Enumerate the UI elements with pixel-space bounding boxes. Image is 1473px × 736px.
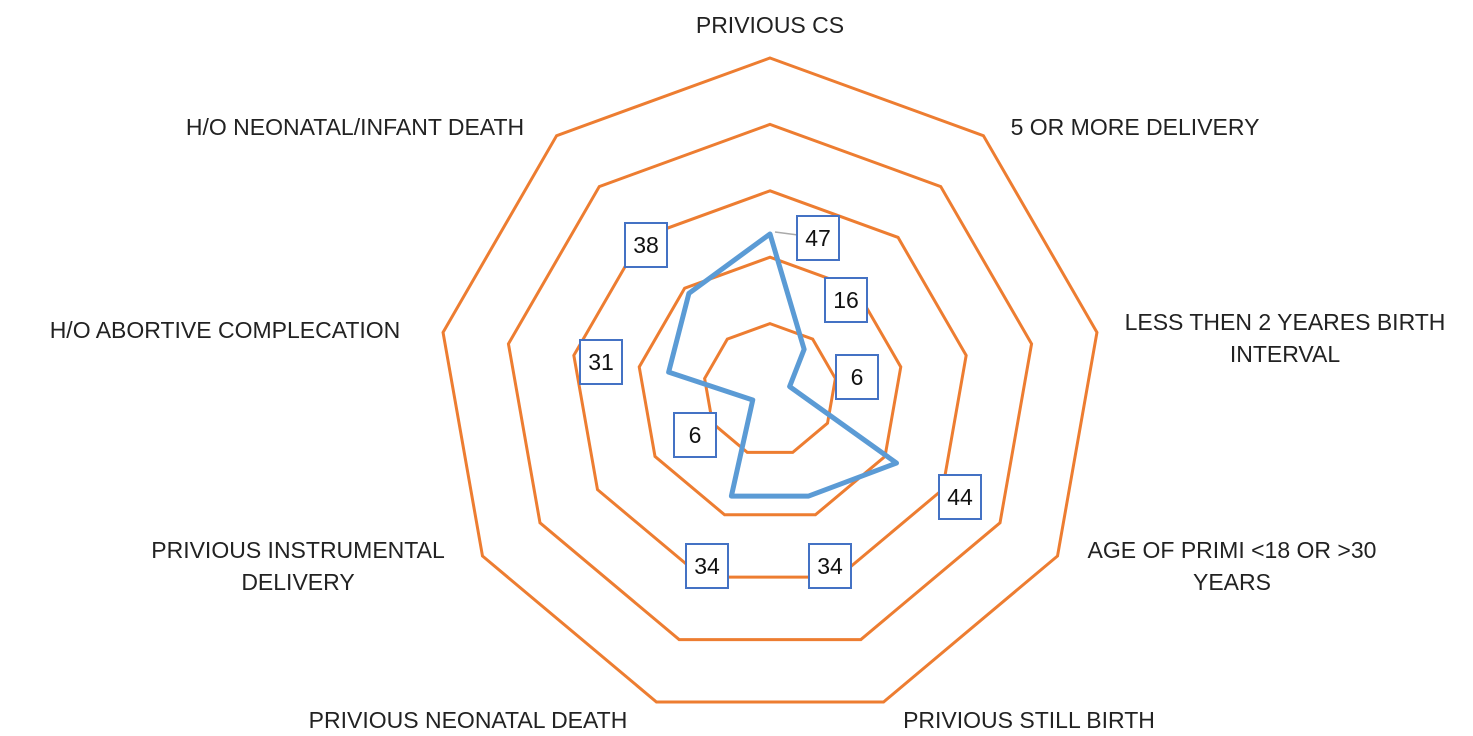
data-label: 34 <box>685 543 729 589</box>
grid-ring <box>441 56 1099 704</box>
category-label: LESS THEN 2 YEARES BIRTH INTERVAL <box>1124 309 1446 367</box>
category-label: H/O NEONATAL/INFANT DEATH <box>185 114 525 140</box>
data-label: 16 <box>824 277 868 323</box>
category-label: 5 OR MORE DELIVERY <box>1010 114 1260 140</box>
data-label: 44 <box>938 474 982 520</box>
category-label: H/O ABORTIVE COMPLECATION <box>49 317 401 343</box>
leader-line <box>774 231 799 236</box>
data-label: 38 <box>624 222 668 268</box>
data-label: 6 <box>835 354 879 400</box>
data-label: 34 <box>808 543 852 589</box>
category-label: PRIVIOUS NEONATAL DEATH <box>308 707 628 733</box>
category-label: PRIVIOUS STILL BIRTH <box>903 707 1155 733</box>
grid-ring <box>506 122 1034 642</box>
category-label: AGE OF PRIMI <18 OR >30 YEARS <box>1087 537 1377 595</box>
data-label: 6 <box>673 412 717 458</box>
series-line <box>666 231 900 499</box>
data-label: 47 <box>796 215 840 261</box>
grid-ring <box>703 322 837 454</box>
data-label: 31 <box>579 339 623 385</box>
grid-ring <box>572 189 968 579</box>
category-label: PRIVIOUS INSTRUMENTAL DELIVERY <box>151 537 445 595</box>
category-label: PRIVIOUS CS <box>695 12 845 38</box>
grid-ring <box>637 255 903 517</box>
